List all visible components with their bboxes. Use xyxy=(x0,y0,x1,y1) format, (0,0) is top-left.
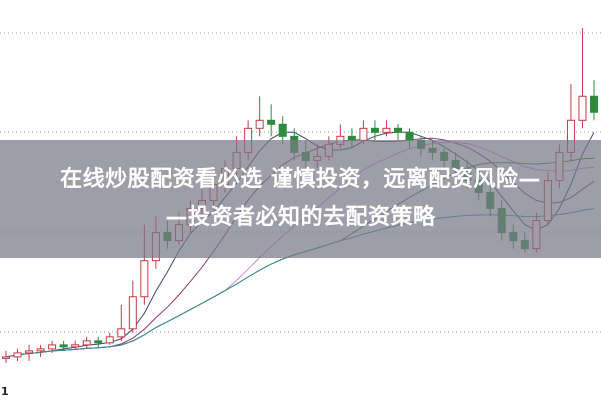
corner-label: 1 xyxy=(1,385,9,398)
candle-up xyxy=(36,348,45,352)
banner-title-line-1: 在线炒股配资看必选 谨慎投资，远离配资风险— xyxy=(60,167,541,192)
candle-up xyxy=(128,296,137,330)
candle-up xyxy=(71,344,80,348)
banner-title-line-2: —投资者必知的去配资策略 xyxy=(165,205,436,230)
candle-up xyxy=(2,356,10,359)
candle-up xyxy=(105,336,114,344)
candle-down xyxy=(278,123,287,137)
candle-up xyxy=(82,340,91,346)
candle-down xyxy=(267,119,276,125)
candle-down xyxy=(59,344,68,348)
title-banner: 在线炒股配资看必选 谨慎投资，远离配资风险— —投资者必知的去配资策略 xyxy=(0,140,601,258)
candle-up xyxy=(359,127,368,141)
candle-down xyxy=(94,340,103,344)
candle-up xyxy=(48,344,57,350)
candle-down xyxy=(394,127,402,133)
candle-up xyxy=(25,350,34,354)
candle-up xyxy=(13,352,22,358)
candle-down xyxy=(370,127,379,133)
candle-down xyxy=(590,95,598,113)
candle-up xyxy=(117,328,126,338)
candle-up xyxy=(382,127,391,133)
candle-up xyxy=(140,260,149,298)
candle-up xyxy=(255,119,264,129)
candle-up xyxy=(578,95,587,121)
